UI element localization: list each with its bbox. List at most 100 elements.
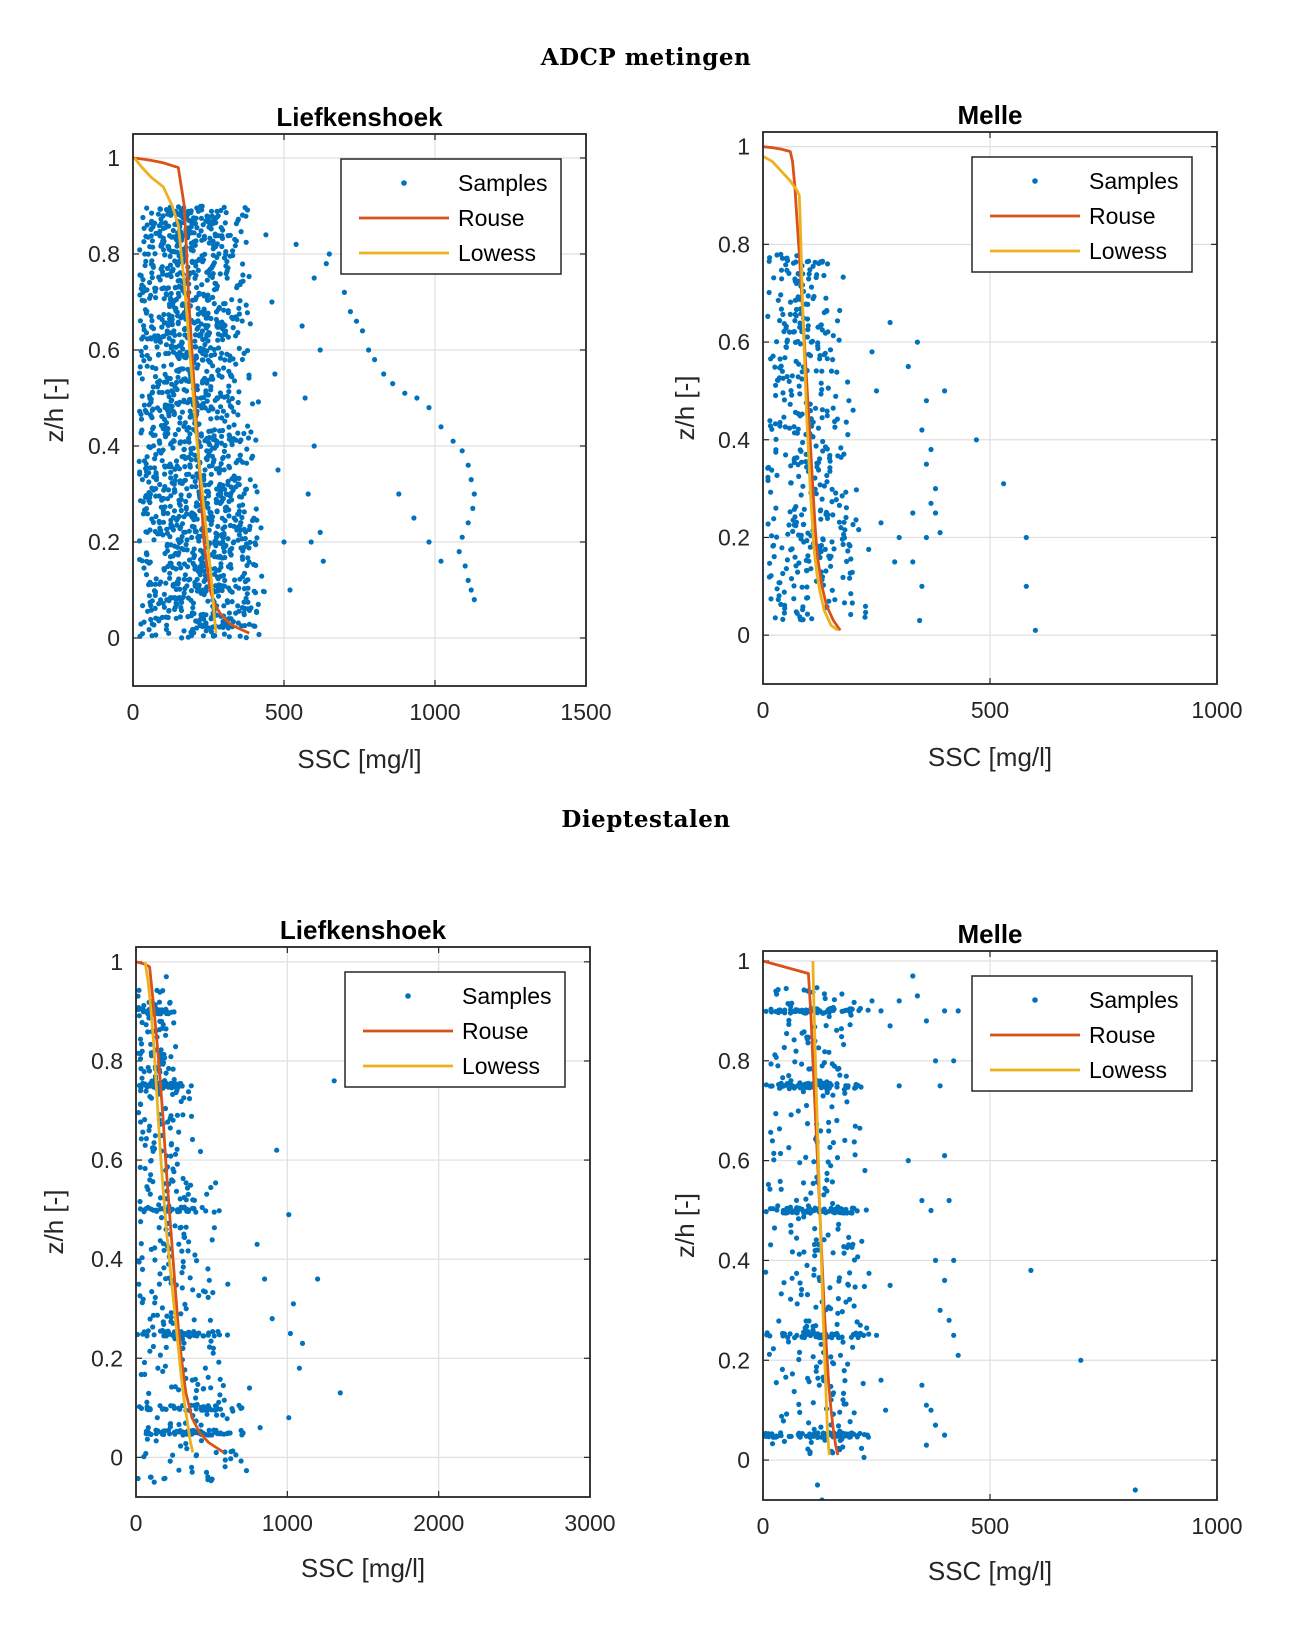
sample-point (158, 597, 164, 603)
sample-point (372, 357, 378, 363)
sample-point (214, 508, 220, 514)
sample-point (233, 583, 239, 589)
sample-point (159, 1406, 165, 1412)
sample-point (843, 419, 849, 425)
sample-point (157, 1271, 163, 1277)
sample-point (198, 1422, 204, 1428)
sample-point (138, 348, 144, 354)
sample-point (188, 633, 195, 639)
sample-point (850, 521, 856, 528)
sample-point (928, 1207, 934, 1214)
sample-point (168, 362, 174, 368)
sample-point (820, 1093, 826, 1099)
sample-point (471, 597, 477, 603)
sample-point (168, 1142, 174, 1148)
sample-point (170, 1178, 176, 1184)
sample-point (224, 1416, 230, 1422)
sample-point (214, 440, 220, 446)
y-tick-label: 0.8 (718, 1048, 750, 1074)
sample-point (186, 1207, 192, 1213)
sample-point (776, 1007, 782, 1013)
sample-point (887, 1282, 893, 1288)
sample-point (791, 1388, 797, 1395)
sample-point (235, 603, 241, 609)
sample-point (152, 456, 158, 462)
sample-point (157, 206, 163, 212)
sample-point (169, 1384, 175, 1390)
sample-point (226, 389, 232, 395)
sample-point (186, 1239, 192, 1245)
sample-point (1001, 481, 1007, 487)
sample-point (179, 635, 185, 641)
sample-point (218, 564, 224, 570)
sample-point (841, 451, 847, 457)
sample-point (164, 328, 170, 334)
sample-point (381, 371, 387, 377)
sample-point (168, 1318, 174, 1325)
sample-point (229, 395, 235, 402)
sample-point (199, 405, 205, 411)
sample-point (866, 546, 872, 553)
sample-point (414, 395, 420, 401)
sample-point (791, 424, 797, 430)
sample-point (177, 1196, 183, 1202)
sample-point (790, 260, 797, 266)
sample-point (240, 556, 246, 562)
sample-point (210, 1290, 216, 1296)
sample-point (836, 1065, 842, 1072)
sample-point (796, 383, 802, 389)
sample-point (221, 394, 227, 400)
sample-point (168, 1113, 174, 1119)
sample-point (468, 587, 474, 593)
sample-point (241, 509, 247, 515)
sample-point (159, 458, 165, 464)
sample-point (843, 1401, 849, 1407)
sample-point (219, 555, 225, 561)
sample-point (139, 1019, 145, 1026)
sample-point (153, 632, 159, 638)
sample-point (165, 487, 172, 493)
sample-point (942, 1277, 948, 1283)
sample-point (788, 1222, 794, 1228)
sample-point (185, 425, 191, 431)
sample-point (840, 1210, 846, 1216)
sample-point (216, 1359, 222, 1365)
sample-point (813, 491, 819, 497)
sample-point (154, 1312, 160, 1318)
sample-point (165, 510, 171, 516)
sample-point (205, 598, 211, 604)
sample-point (152, 581, 158, 587)
sample-point (211, 549, 217, 555)
sample-point (791, 583, 797, 589)
sample-point (215, 319, 221, 325)
sample-point (206, 1427, 212, 1433)
sample-point (194, 1258, 200, 1264)
sample-point (843, 1299, 849, 1305)
sample-point (778, 1430, 784, 1436)
sample-point (166, 335, 172, 341)
sample-point (784, 255, 790, 261)
sample-point (805, 1446, 811, 1452)
sample-point (156, 274, 162, 280)
sample-point (194, 625, 200, 631)
sample-point (824, 408, 830, 414)
sample-point (227, 353, 233, 359)
sample-point (249, 455, 255, 461)
sample-point (208, 614, 215, 621)
sample-point (771, 542, 777, 549)
sample-point (182, 439, 188, 445)
sample-point (830, 512, 836, 518)
sample-point (768, 356, 774, 362)
sample-point (209, 373, 215, 379)
sample-point (863, 1207, 869, 1213)
sample-point (465, 577, 471, 584)
sample-point (777, 365, 783, 371)
sample-point (231, 409, 237, 415)
sample-point (788, 463, 794, 469)
sample-point (136, 370, 143, 376)
sample-point (189, 534, 195, 541)
sample-point (202, 1289, 208, 1295)
sample-point (163, 1032, 169, 1038)
sample-point (181, 399, 187, 405)
sample-point (200, 257, 207, 263)
